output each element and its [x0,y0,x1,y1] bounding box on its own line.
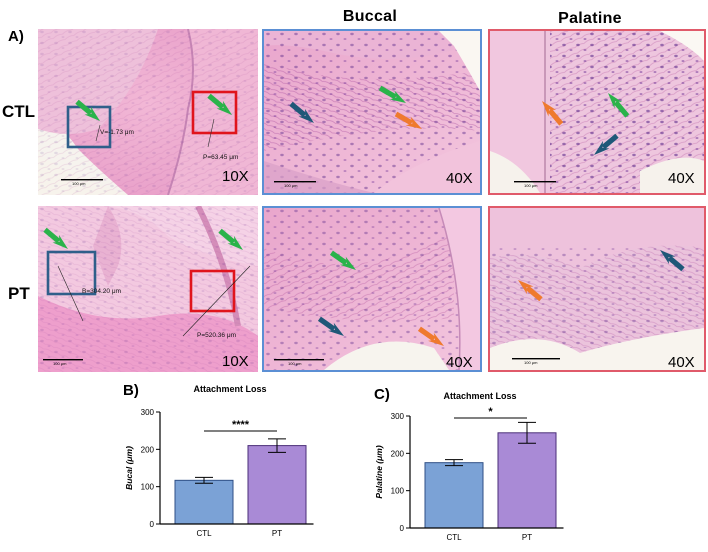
measurement-p: P=520.36 μm [197,332,236,339]
y-axis-label: Palatine (μm) [374,445,384,498]
column-title-buccal: Buccal [342,8,398,25]
bar-ctl [174,479,234,525]
scale-bar-label: 100 μm [72,181,86,186]
magnification-label: 40X [446,354,473,371]
scale-bar-label: 100 μm [53,361,67,366]
significance-label: **** [232,419,250,431]
magnification-label: 40X [668,354,695,371]
measurement-v: V=-1.73 μm [100,129,134,136]
scale-bar-label: 100 μm [524,183,538,188]
chart-title: Attachment Loss [193,384,266,394]
histology-ctl-palatine-40x: 100 μm 40X [488,29,706,195]
y-axis-label: Bucal (μm) [124,446,134,490]
scale-bar-label: 100 μm [284,183,298,188]
x-tick-label: PT [522,533,532,542]
chart-bucal-attachment-loss: Attachment Loss 0 100 200 300 Bucal (μm) CTL PT… [124,384,314,538]
y-tick-label: 0 [400,524,405,533]
column-title-palatine: Palatine [558,10,622,27]
panel-a-label: A) [8,28,24,45]
bar-pt [497,432,557,529]
x-tick-label: PT [272,529,282,538]
measurement-p: P=63.45 μm [203,154,239,161]
magnification-label: 10X [222,353,249,370]
bar-pt [247,445,307,525]
scale-bar-label: 100 μm [288,361,302,366]
x-tick-label: CTL [196,529,212,538]
histology-pt-palatine-40x: 100 μm 40X [488,206,706,372]
panel-c-label: C) [374,386,390,403]
magnification-label: 40X [668,170,695,187]
y-tick-label: 200 [391,449,405,458]
chart-palatine-attachment-loss: Attachment Loss 0 100 200 300 Palatine (μm) CT… [374,391,564,542]
bar-ctl [424,462,484,529]
x-tick-label: CTL [446,533,462,542]
measurement-b: B=304.20 μm [82,288,121,295]
magnification-label: 10X [222,168,249,185]
scale-bar-label: 100 μm [524,360,538,365]
panel-b-label: B) [123,382,139,399]
y-tick-label: 300 [391,412,405,421]
chart-title: Attachment Loss [443,391,516,401]
y-tick-label: 100 [141,483,155,492]
histology-pt-overview-10x: B=304.20 μm P=520.36 μm 100 μm 10X [38,206,258,372]
y-tick-label: 200 [141,445,155,454]
y-tick-label: 300 [141,408,155,417]
significance-label: * [488,406,493,418]
y-tick-label: 0 [150,520,155,529]
magnification-label: 40X [446,170,473,187]
y-tick-label: 100 [391,487,405,496]
histology-pt-buccal-40x: 100 μm 40X [262,206,482,372]
histology-ctl-buccal-40x: 100 μm 40X [262,29,482,195]
histology-ctl-overview-10x: V=-1.73 μm P=63.45 μm 100 μm 10X [38,29,258,195]
row-label-ctl: CTL [2,102,36,121]
row-label-pt: PT [8,284,30,303]
